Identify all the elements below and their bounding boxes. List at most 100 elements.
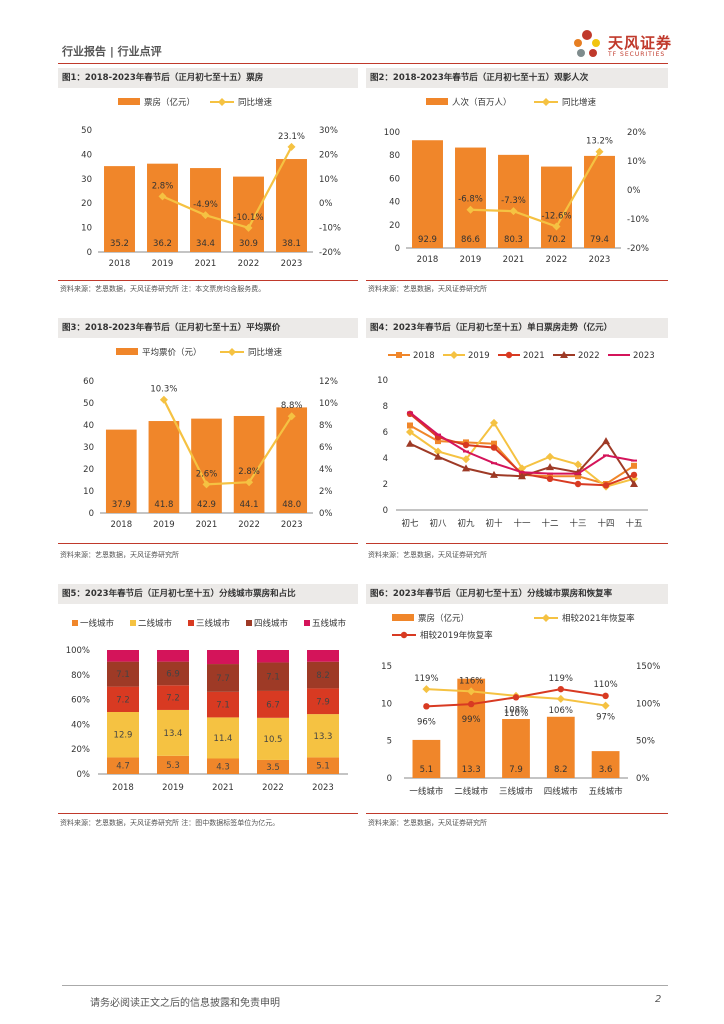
stacked-segment [207, 691, 239, 718]
legend-line-label: 相较2019年恢复率 [420, 630, 493, 641]
x-tick-label: 2023 [589, 255, 611, 265]
legend-bar-label: 票房（亿元） [418, 613, 469, 624]
legend-swatch [304, 620, 310, 626]
segment-data-label: 8.2 [316, 671, 330, 681]
bar-data-label: 3.6 [599, 765, 613, 775]
y-tick-label: 15 [381, 662, 392, 672]
y2-tick-label: 20% [627, 128, 646, 138]
bar [546, 716, 575, 778]
stacked-segment [207, 664, 239, 692]
stacked-segment [157, 709, 189, 756]
x-tick-label: 2022 [546, 255, 568, 265]
y-tick-label: 40 [81, 150, 92, 160]
y2-tick-label: 50% [636, 737, 655, 747]
recovery-2021-label: 110% [504, 709, 528, 719]
yoy-data-label: 10.3% [150, 385, 177, 395]
legend-bar-label: 平均票价（元） [142, 347, 202, 358]
yoy-data-label: 2.8% [238, 467, 260, 477]
bar-data-label: 86.6 [461, 235, 480, 245]
y2-tick-label: -20% [627, 244, 649, 254]
series-point-2023 [435, 433, 441, 436]
y-tick-label: 50 [81, 126, 92, 136]
legend-line-marker [616, 354, 622, 356]
x-tick-label: 初九 [457, 518, 475, 529]
x-tick-label: 2021 [195, 259, 217, 269]
series-point-2022 [546, 463, 554, 471]
x-tick-label: 2021 [212, 783, 234, 793]
x-tick-label: 五线城市 [589, 786, 624, 797]
bar-data-label: 38.1 [282, 239, 301, 249]
stacked-segment [107, 757, 139, 774]
bar [412, 140, 443, 248]
recovery-2019-label: 119% [549, 674, 573, 684]
page-number: 2 [655, 994, 662, 1005]
y-tick-label: 0 [387, 774, 392, 784]
stacked-segment [107, 686, 139, 712]
legend-line-marker [542, 98, 550, 106]
bar-data-label: 30.9 [239, 239, 258, 249]
series-point-2018 [435, 438, 441, 445]
bar-data-label: 41.8 [154, 500, 173, 510]
legend-line-marker [218, 98, 226, 106]
logo: 天风证券 TF SECURITIES [570, 28, 680, 62]
segment-data-label: 13.4 [164, 729, 183, 739]
bar-data-label: 13.3 [462, 765, 481, 775]
x-tick-label: 2018 [109, 259, 131, 269]
x-tick-label: 2019 [152, 259, 174, 269]
series-point-2022 [630, 480, 638, 487]
figure-2-chart: 人次（百万人） 同比增速 0 20 40 60 80 100 -20% -10% 0% 10% 20% 9… [384, 97, 649, 265]
series-point-2021 [630, 471, 638, 479]
recovery-2019-point [557, 685, 564, 693]
yoy-point [202, 480, 211, 489]
legend-line-label: 相较2021年恢复率 [562, 613, 635, 624]
y2-tick-label: 30% [319, 126, 338, 136]
figure-4-divider [366, 543, 668, 544]
stacked-segment [107, 650, 139, 662]
series-point-2022 [602, 437, 610, 445]
x-tick-label: 十三 [569, 518, 586, 529]
bar [147, 163, 178, 252]
yoy-point [158, 192, 167, 201]
legend-bar-label: 人次（百万人） [452, 97, 512, 108]
bar [276, 159, 307, 252]
figure-2-title: 图2：2018-2023年春节后（正月初七至十五）观影人次 [366, 68, 668, 88]
stacked-segment [257, 662, 289, 691]
y-tick-label: 2 [383, 480, 388, 490]
segment-data-label: 7.2 [116, 695, 130, 705]
series-point-2022 [434, 452, 442, 460]
recovery-2021-point [601, 701, 610, 710]
legend-label: 三线城市 [196, 618, 231, 629]
figure-5-source: 资料来源：艺恩数据，天风证券研究所 注：图中数据标签单位为亿元。 [60, 819, 280, 827]
segment-data-label: 7.7 [216, 674, 230, 684]
series-point-2023 [631, 459, 637, 462]
figure-2: 图2：2018-2023年春节后（正月初七至十五）观影人次 人次（百万人） 同比增… [366, 68, 668, 308]
bar-data-label: 5.1 [420, 765, 434, 775]
y2-tick-label: 10% [627, 157, 646, 167]
series-point-2021 [462, 441, 470, 449]
figure-6-source: 资料来源：艺恩数据，天风证券研究所 [368, 819, 487, 827]
series-point-2023 [407, 411, 413, 414]
yoy-point [595, 147, 604, 156]
figure-1-source: 资料来源：艺恩数据，天风证券研究所 注：本文票房均含服务费。 [60, 285, 266, 293]
yoy-point [244, 223, 253, 232]
legend-label: 2022 [578, 351, 600, 361]
bar-data-label: 8.2 [554, 765, 568, 775]
y-tick-label: 40 [83, 421, 94, 431]
stacked-segment [307, 714, 339, 758]
series-point-2018 [407, 422, 413, 429]
yoy-point [287, 412, 296, 421]
bar [191, 418, 222, 513]
bar [455, 147, 486, 248]
bar [498, 154, 529, 248]
segment-data-label: 7.1 [266, 673, 280, 683]
figure-5-divider [58, 813, 358, 814]
recovery-2019-label: 96% [417, 717, 436, 727]
yoy-data-label: 23.1% [278, 132, 305, 142]
figure-4-chart: 2018 2019 2021 2022 20230246810初七 初八 初九 初十 十一 十二十… [377, 351, 655, 529]
bar-data-label: 79.4 [590, 235, 609, 245]
bar-data-label: 70.2 [547, 235, 566, 245]
bar [276, 407, 308, 513]
y2-tick-label: 2% [319, 487, 333, 497]
series-point-2019 [434, 447, 442, 456]
y-tick-label: 80 [389, 151, 400, 161]
